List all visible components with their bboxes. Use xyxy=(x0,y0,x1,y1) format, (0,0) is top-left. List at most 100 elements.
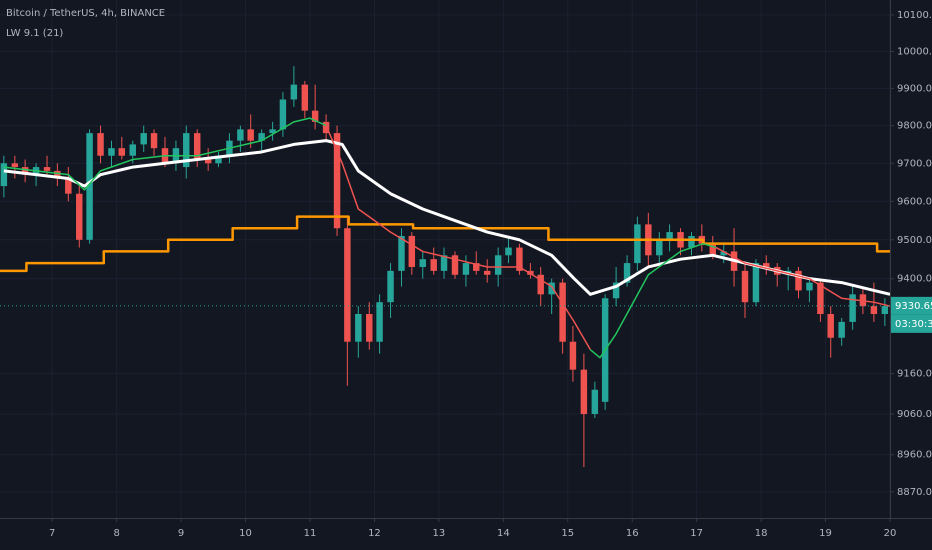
x-tick-label: 19 xyxy=(819,528,832,539)
candle-body xyxy=(720,251,727,256)
candle-body xyxy=(118,148,126,156)
candle-body xyxy=(709,243,716,256)
candle-body xyxy=(247,129,254,141)
candle-body xyxy=(258,133,265,141)
candle-body xyxy=(408,235,416,267)
candle-body xyxy=(849,294,856,322)
x-tick-label: 13 xyxy=(433,528,446,539)
candle-body xyxy=(817,282,824,315)
x-tick-label: 15 xyxy=(561,528,574,539)
x-tick-label: 8 xyxy=(113,528,119,539)
candle-body xyxy=(666,232,673,240)
candle-body xyxy=(548,282,555,295)
x-tick-label: 11 xyxy=(304,528,317,539)
candle-body xyxy=(462,263,470,275)
last-price-label: 9330.65 xyxy=(895,301,932,312)
y-tick-label: 10100.00 xyxy=(897,10,932,21)
indicator-line xyxy=(325,125,890,351)
candle-body xyxy=(355,314,362,342)
candle-body xyxy=(193,133,201,160)
x-tick-label: 18 xyxy=(755,528,768,539)
candle-body xyxy=(86,133,93,240)
y-tick-label: 9160.00 xyxy=(897,369,932,380)
candle-body xyxy=(419,259,426,267)
candle-body xyxy=(129,144,136,156)
candle-body xyxy=(301,84,309,111)
candle-body xyxy=(376,302,383,342)
last-price-tag xyxy=(891,296,932,315)
countdown-tag xyxy=(891,314,932,333)
candle-body xyxy=(97,133,104,156)
candle-body xyxy=(752,263,760,303)
y-tick-label: 9500.00 xyxy=(897,235,932,246)
candle-body xyxy=(580,369,588,414)
candle-body xyxy=(505,247,512,256)
candle-body xyxy=(366,314,373,342)
candle-body xyxy=(881,306,889,315)
candle-body xyxy=(537,274,544,295)
plot-area xyxy=(0,66,890,468)
candle-body xyxy=(398,235,405,271)
candle-body xyxy=(269,129,276,134)
grid xyxy=(0,0,891,518)
candle-body xyxy=(0,163,8,187)
y-tick-label: 8960.00 xyxy=(897,450,932,461)
x-tick-label: 20 xyxy=(884,528,897,539)
candle-body xyxy=(333,133,341,229)
candle-body xyxy=(290,84,298,100)
candle-body xyxy=(806,282,813,291)
y-tick-label: 9700.00 xyxy=(897,158,932,169)
candle-body xyxy=(741,270,749,303)
candle-body xyxy=(838,321,845,338)
candle-body xyxy=(451,255,459,275)
candle-body xyxy=(688,235,695,248)
candle-body xyxy=(795,270,802,291)
candle-body xyxy=(483,270,491,275)
candle-body xyxy=(54,170,61,179)
candle-body xyxy=(516,247,523,271)
candle-body xyxy=(215,155,222,164)
y-tick-label: 9800.00 xyxy=(897,121,932,132)
y-tick-label: 9600.00 xyxy=(897,196,932,207)
x-tick-label: 17 xyxy=(690,528,703,539)
indicator-label: LW 9.1 (21) xyxy=(6,28,63,39)
y-tick-label: 9060.00 xyxy=(897,409,932,420)
y-tick-label: 8870.00 xyxy=(897,487,932,498)
candle-body xyxy=(11,163,19,168)
x-tick-label: 14 xyxy=(497,528,510,539)
candle-body xyxy=(656,239,663,256)
candle-body xyxy=(473,263,480,271)
indicator-line xyxy=(3,139,890,296)
candle-body xyxy=(279,99,287,130)
candle-body xyxy=(76,193,83,240)
candle-body xyxy=(387,270,394,303)
candle-body xyxy=(870,306,878,315)
candle-body xyxy=(43,167,51,171)
candle-body xyxy=(183,133,190,168)
countdown-label: 03:30:37 xyxy=(895,319,932,330)
candle-body xyxy=(494,255,502,275)
candle-body xyxy=(591,389,599,414)
candle-body xyxy=(140,133,147,145)
candle-body xyxy=(237,129,244,141)
candle-body xyxy=(569,341,577,370)
axes: 10100.00 10000.00 9900.00 9800.00 9700.00 960… xyxy=(49,10,932,539)
candle-body xyxy=(827,314,834,338)
candle-body xyxy=(623,263,631,283)
candle-body xyxy=(150,133,158,149)
indicator-line xyxy=(3,117,717,359)
candle-body xyxy=(204,159,212,164)
candle-body xyxy=(634,224,641,264)
x-tick-label: 16 xyxy=(626,528,639,539)
candle-body xyxy=(344,228,351,342)
candle-body xyxy=(440,255,448,271)
y-tick-label: 9400.00 xyxy=(897,274,932,285)
chart-title: Bitcoin / TetherUS, 4h, BINANCE xyxy=(6,8,165,19)
candle-body xyxy=(559,282,566,342)
y-tick-label: 10000.00 xyxy=(897,46,932,57)
candle-body xyxy=(108,148,115,156)
candle-body xyxy=(21,167,29,175)
x-tick-label: 12 xyxy=(368,528,381,539)
candle-body xyxy=(430,259,437,271)
